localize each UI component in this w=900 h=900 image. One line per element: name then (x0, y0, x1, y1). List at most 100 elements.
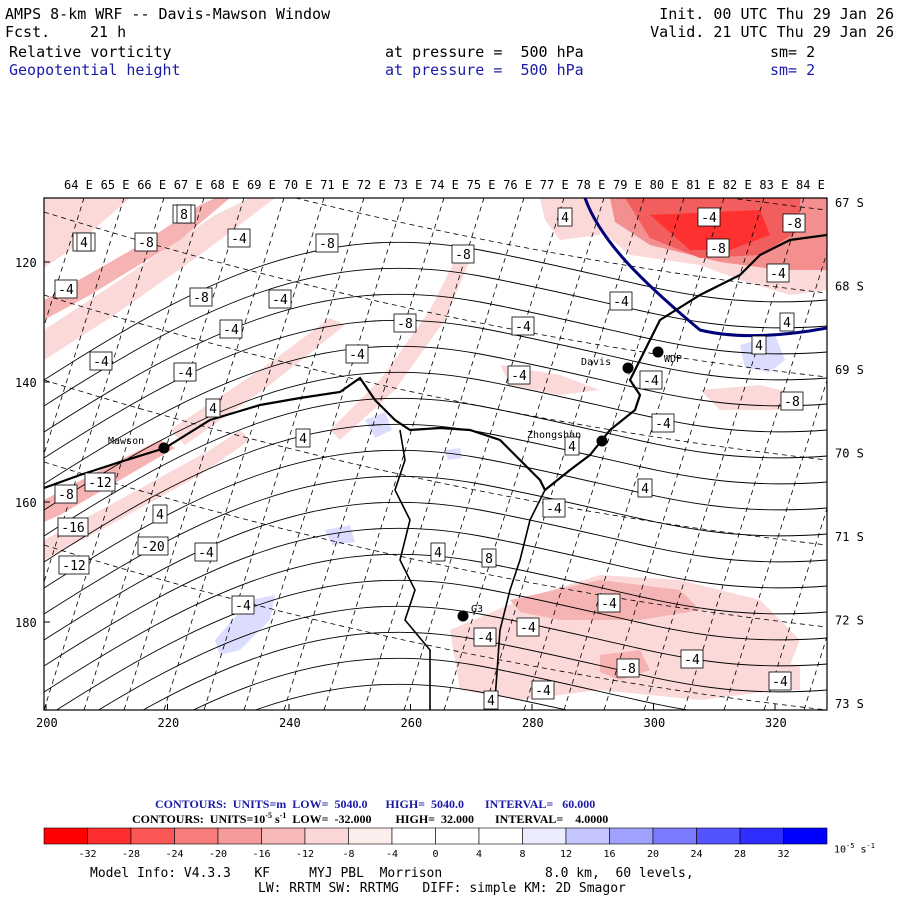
station-marker (596, 435, 608, 447)
lon-label: 76 E (503, 178, 532, 192)
svg-text:-4: -4 (684, 653, 700, 668)
x-tick-label: 220 (158, 716, 180, 730)
x-tick-label: 240 (279, 716, 301, 730)
colorbar-tick-label: -4 (386, 849, 398, 860)
contour-label: -4 (227, 228, 251, 248)
svg-text:4: 4 (487, 694, 495, 709)
contour-label: -4 (766, 263, 790, 283)
svg-text:-12: -12 (62, 559, 85, 574)
station-marker (652, 346, 664, 358)
svg-text:-4: -4 (198, 546, 214, 561)
lon-label: 72 E (357, 178, 386, 192)
colorbar: -32 -28 -24 -20 -16 -12 -8 -4 0 4 8 12 16 20 24 28 32 (43, 827, 828, 860)
svg-text:-4: -4 (601, 597, 617, 612)
contour-label: -4 (507, 365, 531, 385)
station-marker (622, 362, 634, 374)
lon-label: 80 E (650, 178, 679, 192)
contour-label: -4 (473, 627, 497, 647)
svg-text:-8: -8 (710, 242, 726, 257)
lon-label: 79 E (613, 178, 642, 192)
contour-label: -4 (54, 279, 78, 299)
geopotential-5040-contour (583, 198, 827, 338)
station-label: WDP (664, 354, 682, 365)
colorbar-tick-label: -16 (252, 849, 270, 860)
svg-text:-4: -4 (535, 684, 551, 699)
contour-label: -4 (231, 595, 255, 615)
y-tick-label: 160 (15, 496, 37, 510)
contour-label: -4 (531, 680, 555, 700)
colorbar-swatch (348, 827, 393, 845)
colorbar-swatch (565, 827, 610, 845)
contour-label: 8 (176, 204, 192, 224)
lat-lon-grid (44, 198, 827, 710)
model-physics: LW: RRTM SW: RRTMG DIFF: simple KM: 2D S… (258, 881, 626, 896)
colorbar-swatch (391, 827, 436, 845)
lat-label: 72 S (835, 614, 864, 628)
svg-text:-4: -4 (511, 369, 527, 384)
svg-text:-8: -8 (193, 291, 209, 306)
contour-label: -8 (616, 658, 640, 678)
svg-text:-4: -4 (546, 502, 562, 517)
colorbar-swatch (522, 827, 567, 845)
svg-text:-8: -8 (138, 236, 154, 251)
lat-label: 68 S (835, 280, 864, 294)
svg-text:-4: -4 (515, 320, 531, 335)
svg-text:4: 4 (156, 508, 164, 523)
colorbar-swatch (261, 827, 306, 845)
colorbar-tick-label: 28 (734, 849, 746, 860)
valid-time: Valid. 21 UTC Thu 29 Jan 26 (650, 23, 894, 41)
lat-label: 67 S (835, 196, 864, 210)
vorticity-map: Mawson Davis Zhongshan G3 WDP -8 -4 -8 -4 -8 -8 -4… (15, 178, 864, 730)
x-tick-label: 260 (401, 716, 423, 730)
contour-label: -4 (542, 498, 566, 518)
lon-label: 65 E (101, 178, 130, 192)
contour-label: -4 (609, 291, 633, 311)
vort-units-exp: -5 (265, 811, 272, 820)
field1-level: at pressure = 500 hPa (385, 43, 584, 61)
field1-smoothing: sm= 2 (770, 43, 816, 61)
contour-label: -8 (780, 391, 804, 411)
svg-text:-8: -8 (58, 488, 74, 503)
geopotential-contours (44, 241, 827, 710)
contour-label: -4 (651, 413, 675, 433)
colorbar-swatch (130, 827, 175, 845)
colorbar-swatch (478, 827, 523, 845)
svg-text:-4: -4 (223, 323, 239, 338)
station-label: G3 (471, 604, 483, 615)
cbar-unit-exp2: -1 (866, 842, 875, 850)
coastline (44, 233, 827, 492)
field1-name: Relative vorticity (9, 43, 172, 61)
svg-text:4: 4 (783, 316, 791, 331)
contour-label: -4 (597, 593, 621, 613)
colorbar-tick-label: 32 (777, 849, 789, 860)
contour-label: -8 (189, 287, 213, 307)
colorbar-swatch (739, 827, 784, 845)
lon-label: 74 E (430, 178, 459, 192)
figure-title: AMPS 8-km WRF -- Davis-Mawson Window (5, 5, 331, 23)
lon-label: 81 E (686, 178, 715, 192)
colorbar-swatch (304, 827, 349, 845)
svg-text:4: 4 (755, 339, 763, 354)
colorbar-swatch (652, 827, 697, 845)
svg-text:8: 8 (180, 208, 188, 223)
colorbar-tick-label: -24 (165, 849, 183, 860)
colorbar-tick-label: -12 (296, 849, 314, 860)
lon-label: 77 E (540, 178, 569, 192)
contour-label: -4 (768, 671, 792, 691)
vort-units-exp2: -1 (279, 811, 287, 820)
colorbar-tick-label: 8 (519, 849, 525, 860)
colorbar-tick-label: 24 (690, 849, 702, 860)
y-tick-label: 120 (15, 256, 37, 270)
svg-text:-4: -4 (643, 374, 659, 389)
contour-label: -4 (89, 351, 113, 371)
svg-text:-4: -4 (231, 232, 247, 247)
contour-label: -16 (57, 517, 89, 537)
contour-label: -4 (511, 316, 535, 336)
contour-label: 4 (205, 398, 221, 418)
contour-label: -8 (54, 484, 78, 504)
contour-label: -4 (680, 649, 704, 669)
svg-text:-4: -4 (177, 366, 193, 381)
vort-units-c: LOW= -32.000 HIGH= 32.000 INTERVAL= 4.00… (286, 812, 609, 826)
field2-smoothing: sm= 2 (770, 61, 816, 79)
lon-label: 75 E (467, 178, 496, 192)
